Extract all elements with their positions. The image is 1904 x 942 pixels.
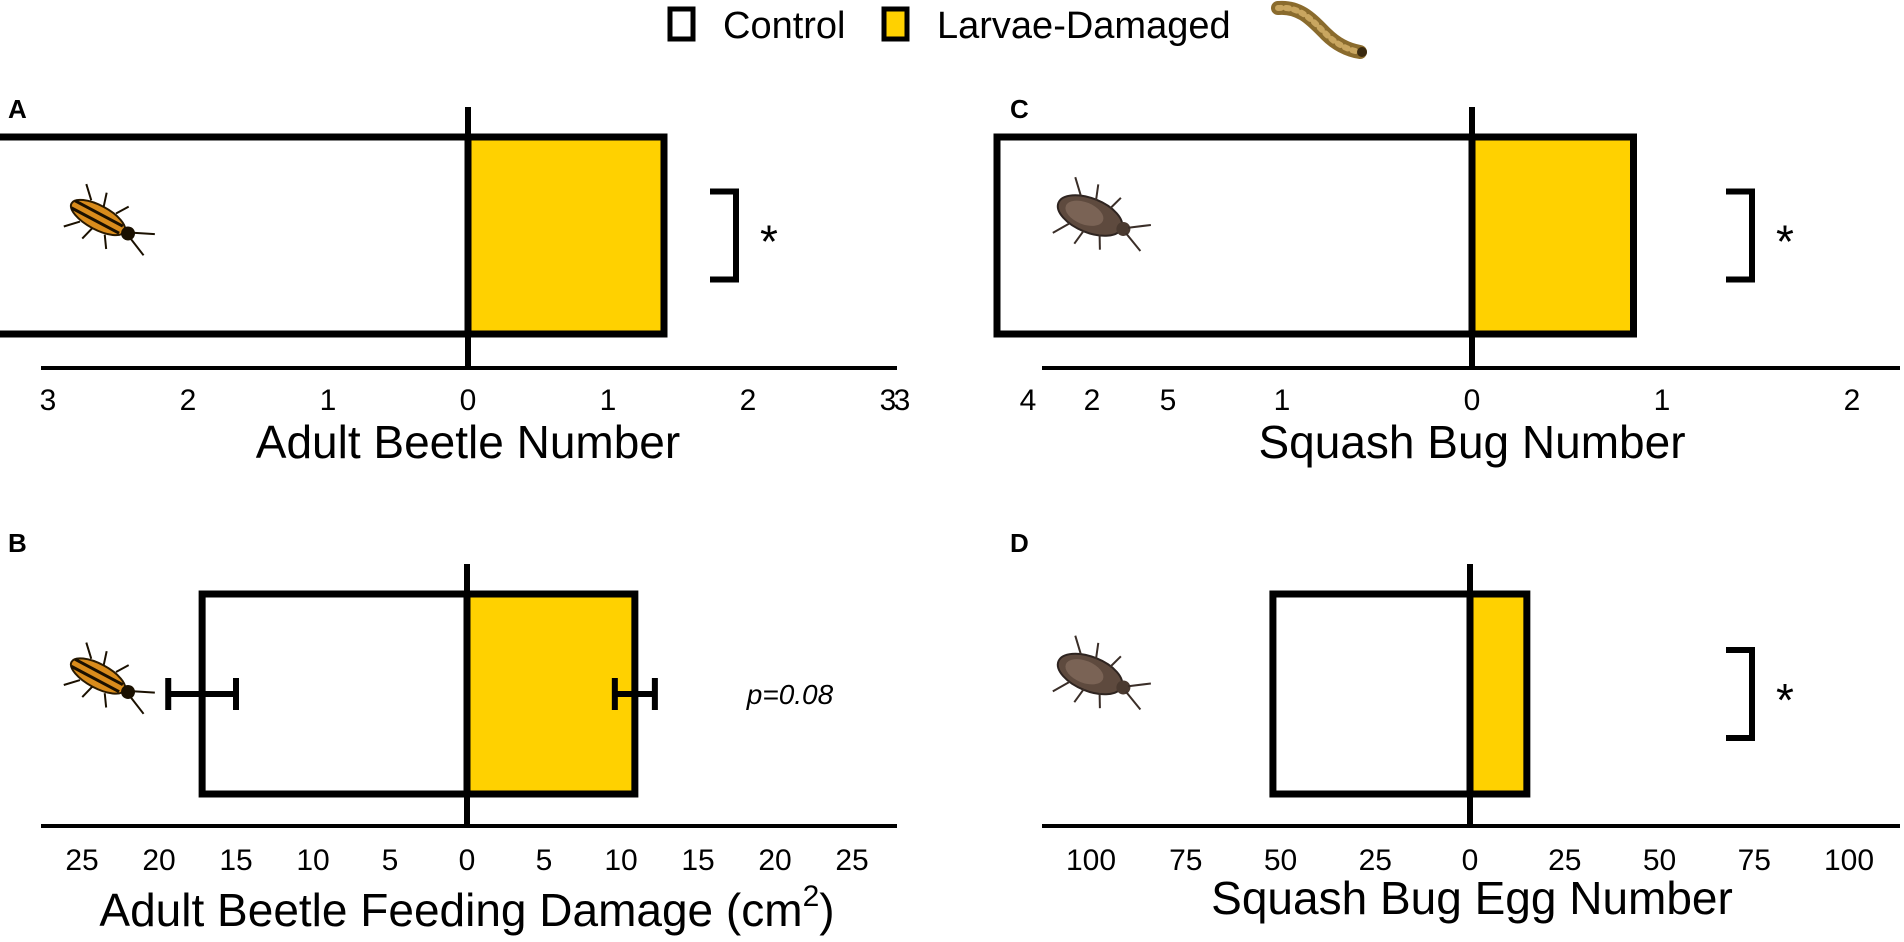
panel-c-bar-control xyxy=(993,133,1476,338)
panel-b-letter: B xyxy=(8,528,27,558)
legend-control-swatch xyxy=(667,6,696,42)
panel-d-tick-label: 100 xyxy=(1066,844,1116,877)
panel-b-bar-control xyxy=(198,590,471,798)
panel-d-tick-label: 100 xyxy=(1824,844,1874,877)
panel-b-tick-label: 0 xyxy=(459,844,476,877)
panel-d-tick-label: 50 xyxy=(1643,844,1676,877)
panel-d-tick-label: 0 xyxy=(1462,844,1479,877)
panel-a-tick-label: 1 xyxy=(320,384,337,417)
panel-a-axis-title: Adult Beetle Number xyxy=(256,416,680,468)
panel-c-tick-label: 1 xyxy=(1654,384,1671,417)
panel-b-tick-label: 10 xyxy=(604,844,637,877)
panel-b-tick-label: 5 xyxy=(536,844,553,877)
panel-b-tick-label: 10 xyxy=(296,844,329,877)
panel-c-significance-bracket xyxy=(1726,188,1755,283)
panel-d-tick-label: 25 xyxy=(1548,844,1581,877)
panel-b-tick-label: 15 xyxy=(219,844,252,877)
panel-c-letter: C xyxy=(1010,94,1029,124)
panel-b-tick-label: 15 xyxy=(681,844,714,877)
panel-d-bar-control xyxy=(1269,590,1474,798)
panel-c-tick-label: 3 xyxy=(894,384,911,417)
larva-icon xyxy=(1271,0,1367,59)
panel-d-axis-title: Squash Bug Egg Number xyxy=(1211,872,1733,924)
panel-b-tick-label: 20 xyxy=(758,844,791,877)
panel-d-bar-damaged xyxy=(1466,590,1531,798)
panel-c-tick-label: 0 xyxy=(1464,384,1481,417)
panel-c-tick-label: 2 xyxy=(1084,384,1101,417)
panel-b-axis-title: Adult Beetle Feeding Damage (cm2) xyxy=(99,880,834,936)
panel-c-tick-label: 1 xyxy=(1274,384,1291,417)
panel-a-tick-label: 5 xyxy=(1160,384,1177,417)
panel-b-tick-label: 25 xyxy=(65,844,98,877)
panel-a-tick-label: 3 xyxy=(40,384,57,417)
panel-a-tick-label: 4 xyxy=(1020,384,1037,417)
panel-d-tick-label: 25 xyxy=(1359,844,1392,877)
panel-a-tick-label: 0 xyxy=(460,384,477,417)
panel-a-tick-label: 3 xyxy=(880,384,897,417)
panel-d-tick-label: 75 xyxy=(1738,844,1771,877)
panel-c-squash-bug-icon xyxy=(1052,176,1151,252)
panel-a-significance-bracket xyxy=(710,188,739,283)
legend: Control Larvae-Damaged xyxy=(667,0,1367,59)
panel-c-tick-label: 2 xyxy=(1844,384,1861,417)
panel-b-bar-damaged xyxy=(463,590,639,798)
panel-d-squash-bug-icon xyxy=(1052,635,1151,711)
panel-b-beetle-icon xyxy=(63,642,155,715)
legend-control-label: Control xyxy=(723,5,846,47)
panel-a-letter: A xyxy=(8,94,27,124)
panel-a: A54321012345Adult Beetle Number* xyxy=(0,94,1176,468)
legend-damaged-label: Larvae-Damaged xyxy=(937,5,1231,47)
panel-a-tick-label: 2 xyxy=(740,384,757,417)
panel-d-tick-label: 50 xyxy=(1264,844,1297,877)
panel-a-tick-label: 2 xyxy=(180,384,197,417)
panel-b-tick-label: 25 xyxy=(835,844,868,877)
panel-a-bar-control xyxy=(0,133,472,338)
panel-d-significance-star: * xyxy=(1776,674,1794,726)
panels: A54321012345Adult Beetle Number*B2520151… xyxy=(0,94,1900,936)
panel-b-errorbar-damaged xyxy=(611,678,658,710)
legend-damaged-swatch xyxy=(881,6,910,42)
panel-a-bar-damaged xyxy=(464,133,668,338)
panel-b-tick-label: 5 xyxy=(382,844,399,877)
panel-b-tick-label: 20 xyxy=(142,844,175,877)
panel-c-bar-damaged xyxy=(1468,133,1637,338)
panel-c: C3210123Squash Bug Number* xyxy=(894,94,1900,468)
panel-d-tick-label: 75 xyxy=(1169,844,1202,877)
panel-c-significance-star: * xyxy=(1776,216,1794,268)
panel-b-errorbar-control xyxy=(165,678,239,710)
panel-c-axis-title: Squash Bug Number xyxy=(1258,416,1685,468)
panel-b-p-value: p=0.08 xyxy=(746,679,834,710)
panel-d: D 100 75 50 25 0 25 50 75 100 Squash Bug Egg Numbe… xyxy=(1010,528,1900,924)
panel-a-significance-star: * xyxy=(760,216,778,268)
panel-a-tick-label: 1 xyxy=(600,384,617,417)
panel-d-letter: D xyxy=(1010,528,1029,558)
panel-a-beetle-icon xyxy=(63,183,155,256)
panel-d-significance-bracket xyxy=(1726,647,1755,741)
